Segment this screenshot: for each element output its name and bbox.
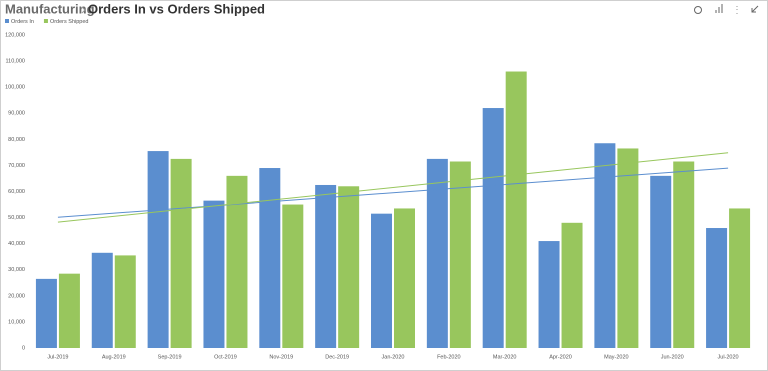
bar (729, 208, 751, 348)
breadcrumb-separator (81, 6, 86, 14)
trend-line (57, 152, 729, 223)
x-tick-label: May-2020 (604, 354, 628, 360)
filter-icon[interactable] (694, 6, 702, 14)
bar (226, 175, 248, 348)
bar (650, 175, 672, 348)
bar (617, 148, 639, 348)
x-tick-label: Sep-2019 (158, 354, 182, 360)
bar (505, 71, 527, 349)
bar (259, 168, 281, 348)
x-tick-label: Oct-2019 (214, 354, 237, 360)
bar (706, 228, 728, 348)
bar (35, 278, 57, 348)
x-tick-label: Jan-2020 (382, 354, 405, 360)
x-tick-label: Jul-2019 (47, 354, 68, 360)
bar (282, 204, 304, 348)
breadcrumb[interactable]: Manufacturing (5, 1, 95, 16)
bar (426, 158, 448, 348)
y-tick-label: 120,000 (5, 32, 25, 38)
x-tick-label: Feb-2020 (437, 354, 461, 360)
y-tick-label: 20,000 (8, 293, 25, 299)
bar (449, 161, 471, 348)
bar (594, 143, 616, 348)
bar (371, 213, 392, 348)
bar (114, 255, 136, 348)
bar (91, 252, 113, 348)
bar (482, 108, 504, 349)
y-tick-label: 30,000 (8, 267, 25, 273)
legend-label: Orders Shipped (50, 19, 89, 25)
x-tick-label: Jun-2020 (661, 354, 684, 360)
bar (315, 184, 337, 348)
y-tick-label: 110,000 (6, 59, 25, 65)
bar (673, 161, 695, 348)
x-tick-label: Aug-2019 (102, 354, 126, 360)
x-tick-label: Jul-2020 (718, 354, 739, 360)
y-tick-label: 70,000 (8, 163, 25, 169)
y-tick-label: 100,000 (5, 85, 25, 91)
legend-swatch (5, 19, 9, 23)
legend-swatch (43, 19, 48, 23)
x-tick-label: Apr-2020 (549, 354, 572, 360)
bar (561, 222, 583, 348)
bar (394, 208, 415, 348)
y-tick-label: 80,000 (8, 137, 25, 143)
x-tick-label: Nov-2019 (269, 354, 293, 360)
x-tick-label: Mar-2020 (493, 354, 517, 360)
chart-type-icon[interactable] (715, 4, 723, 13)
chart-title: Orders In vs Orders Shipped (88, 1, 265, 16)
legend-label: Orders In (11, 19, 34, 25)
bar (170, 158, 192, 348)
y-tick-label: 0 (22, 345, 25, 351)
bar (203, 200, 225, 348)
bar (538, 241, 560, 348)
y-tick-label: 10,000 (8, 319, 25, 325)
bar (338, 186, 360, 348)
y-tick-label: 60,000 (8, 189, 25, 195)
trend-line (57, 167, 729, 218)
collapse-icon[interactable] (751, 5, 759, 13)
y-tick-label: 40,000 (8, 241, 25, 247)
bar (147, 151, 169, 348)
y-tick-label: 50,000 (8, 215, 25, 221)
x-tick-label: Dec-2019 (325, 354, 349, 360)
toolbar (694, 4, 759, 14)
y-tick-label: 90,000 (8, 111, 25, 117)
bar (58, 273, 80, 348)
